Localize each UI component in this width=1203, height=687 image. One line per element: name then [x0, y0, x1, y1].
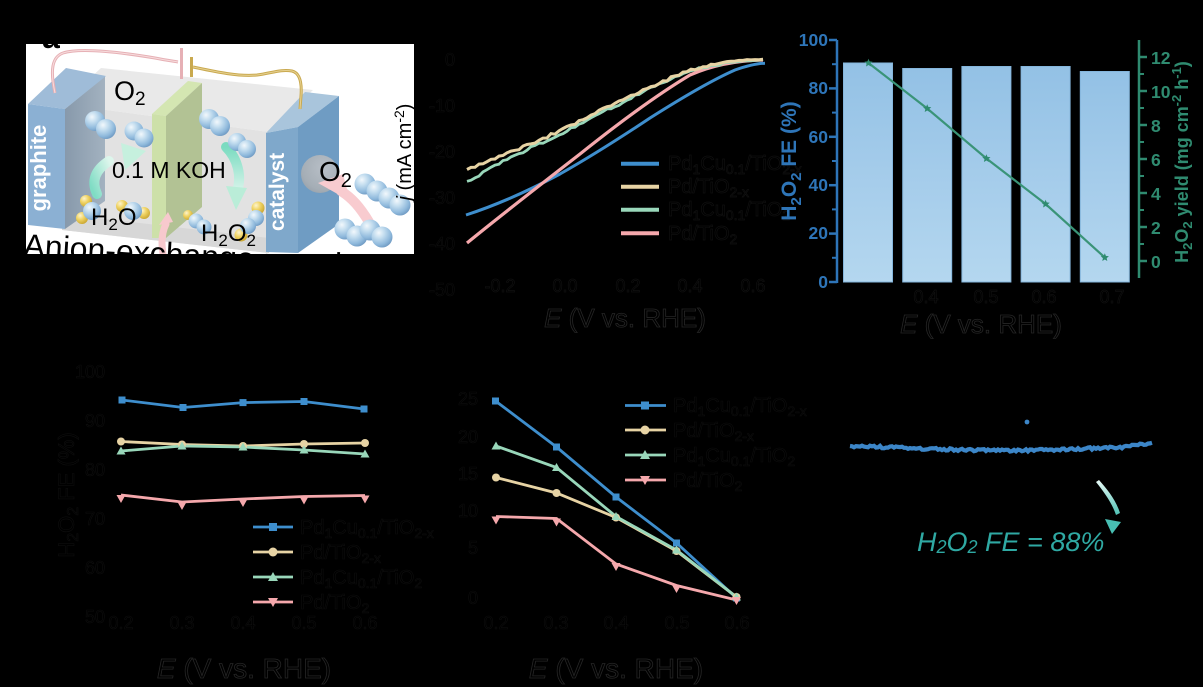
svg-text:20: 20 — [809, 223, 829, 243]
svg-text:15: 15 — [458, 464, 478, 484]
svg-text:0.6: 0.6 — [352, 613, 377, 633]
svg-text:0.4: 0.4 — [230, 613, 255, 633]
svg-text:90: 90 — [85, 411, 105, 431]
svg-text:100: 100 — [75, 362, 105, 382]
svg-text:25: 25 — [458, 389, 478, 409]
svg-text:6: 6 — [1151, 150, 1161, 170]
svg-text:40: 40 — [809, 175, 829, 195]
svg-text:Pd1Cu0.1/TiO2-x: Pd1Cu0.1/TiO2-x — [673, 395, 807, 419]
svg-text:E (V vs. RHE): E (V vs. RHE) — [544, 303, 706, 333]
svg-text:-10: -10 — [429, 96, 455, 116]
svg-text:H2O2 FE (%): H2O2 FE (%) — [778, 101, 805, 220]
svg-text:0.2: 0.2 — [108, 613, 133, 633]
svg-text:80: 80 — [85, 460, 105, 480]
svg-text:20: 20 — [458, 427, 478, 447]
svg-text:-30: -30 — [429, 188, 455, 208]
svg-text:-50: -50 — [429, 280, 455, 300]
svg-text:0.6: 0.6 — [1031, 287, 1056, 307]
svg-text:0: 0 — [445, 50, 455, 70]
svg-text:10: 10 — [1151, 82, 1171, 102]
svg-text:-20: -20 — [429, 142, 455, 162]
svg-text:Pd/TiO2: Pd/TiO2 — [300, 592, 370, 616]
svg-text:0.4: 0.4 — [603, 613, 628, 633]
svg-text:80: 80 — [809, 78, 829, 98]
svg-text:2: 2 — [1151, 218, 1161, 238]
svg-text:0.5: 0.5 — [664, 613, 689, 633]
svg-text:0.1 M KOH: 0.1 M KOH — [112, 157, 226, 183]
svg-text:0.3: 0.3 — [169, 613, 194, 633]
svg-text:j (mA cm-2): j (mA cm-2) — [391, 104, 416, 204]
svg-text:70: 70 — [85, 509, 105, 529]
svg-text:0.3: 0.3 — [543, 613, 568, 633]
svg-text:60: 60 — [809, 127, 829, 147]
svg-text:0.5: 0.5 — [291, 613, 316, 633]
svg-text:-0.2: -0.2 — [484, 276, 515, 296]
svg-text:0: 0 — [468, 588, 478, 608]
svg-text:0: 0 — [1151, 252, 1161, 272]
svg-text:100: 100 — [799, 30, 828, 50]
svg-text:0.6: 0.6 — [740, 276, 765, 296]
svg-text:10: 10 — [458, 501, 478, 521]
svg-text:0.7: 0.7 — [1099, 287, 1124, 307]
svg-text:Pd/TiO2: Pd/TiO2 — [673, 470, 743, 494]
svg-text:H2O: H2O — [91, 204, 136, 234]
svg-text:50: 50 — [85, 607, 105, 627]
svg-text:0.5: 0.5 — [973, 287, 998, 307]
svg-text:0.6: 0.6 — [724, 613, 749, 633]
svg-text:0.2: 0.2 — [615, 276, 640, 296]
svg-text:-40: -40 — [429, 234, 455, 254]
svg-text:8: 8 — [1151, 116, 1161, 136]
svg-text:Pd/TiO2: Pd/TiO2 — [668, 223, 738, 247]
svg-text:H2O2 yield (mg cm-2 h-1): H2O2 yield (mg cm-2 h-1) — [1169, 61, 1195, 263]
svg-text:0.0: 0.0 — [552, 276, 577, 296]
svg-text:graphite: graphite — [26, 125, 51, 212]
svg-text:E (V vs. RHE): E (V vs. RHE) — [157, 653, 331, 684]
svg-text:4: 4 — [1151, 184, 1161, 204]
svg-text:E (V vs. RHE): E (V vs. RHE) — [900, 309, 1062, 339]
svg-text:60: 60 — [85, 558, 105, 578]
svg-text:E (V vs. RHE): E (V vs. RHE) — [529, 653, 703, 684]
svg-text:0.4: 0.4 — [913, 287, 938, 307]
svg-text:5: 5 — [468, 538, 478, 558]
svg-text:0.4: 0.4 — [677, 276, 702, 296]
svg-text:a: a — [42, 19, 60, 55]
svg-text:H2O2 FE = 88%: H2O2 FE = 88% — [917, 527, 1104, 557]
svg-text:0.2: 0.2 — [483, 613, 508, 633]
svg-text:12: 12 — [1151, 48, 1171, 68]
svg-text:catalyst: catalyst — [266, 153, 289, 231]
svg-text:Pd1Cu0.1/TiO2-x: Pd1Cu0.1/TiO2-x — [668, 153, 802, 177]
svg-text:0: 0 — [818, 272, 828, 292]
